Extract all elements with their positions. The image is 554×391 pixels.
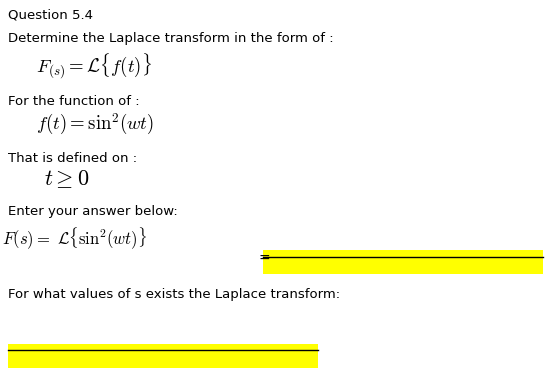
Text: $\mathit{F}_{(s)}= \mathcal{L}\{f(t)\}$: $\mathit{F}_{(s)}= \mathcal{L}\{f(t)\}$ bbox=[36, 52, 152, 81]
Text: That is defined on :: That is defined on : bbox=[8, 152, 137, 165]
Text: Determine the Laplace transform in the form of :: Determine the Laplace transform in the f… bbox=[8, 32, 334, 45]
Text: For the function of :: For the function of : bbox=[8, 95, 140, 108]
Text: For what values of s exists the Laplace transform:: For what values of s exists the Laplace … bbox=[8, 288, 340, 301]
Text: $\mathit{f}(\mathit{t}) = \mathrm{sin}^{2}(\mathit{wt})$: $\mathit{f}(\mathit{t}) = \mathrm{sin}^{… bbox=[36, 112, 154, 137]
Text: =: = bbox=[258, 252, 270, 266]
Text: $\mathit{t} \geq 0$: $\mathit{t} \geq 0$ bbox=[44, 168, 89, 190]
Text: Enter your answer below:: Enter your answer below: bbox=[8, 205, 178, 218]
Bar bbox=[263, 250, 543, 274]
Text: Question 5.4: Question 5.4 bbox=[8, 8, 93, 21]
Text: $F(s){=}\ \mathcal{L}\{\mathrm{sin}^{2}(wt)\}$: $F(s){=}\ \mathcal{L}\{\mathrm{sin}^{2}(… bbox=[2, 225, 147, 251]
Bar bbox=[8, 344, 318, 368]
